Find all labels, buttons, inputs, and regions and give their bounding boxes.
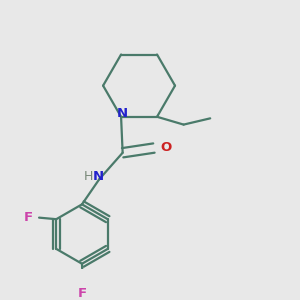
Text: O: O (161, 141, 172, 154)
Text: H: H (84, 170, 94, 183)
Text: N: N (117, 106, 128, 119)
Text: F: F (24, 211, 33, 224)
Text: F: F (78, 286, 87, 300)
Text: N: N (93, 170, 104, 183)
